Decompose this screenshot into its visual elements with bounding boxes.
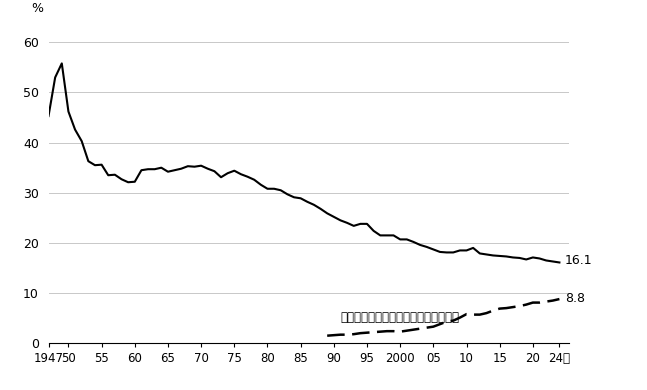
Text: 8.8: 8.8 [565, 292, 585, 305]
Text: 16.1: 16.1 [565, 254, 593, 268]
Text: %: % [31, 2, 43, 15]
Text: うちパートタイム労働者の推定組織率: うちパートタイム労働者の推定組織率 [340, 310, 459, 324]
